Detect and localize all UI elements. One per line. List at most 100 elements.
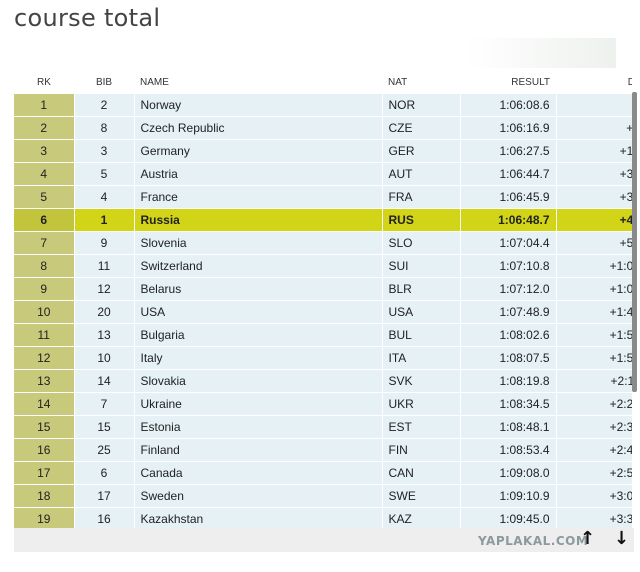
bib-cell: 20 bbox=[73, 300, 134, 324]
results-table: RK BIB NAME NAT RESULT DIFF 12NorwayNOR1… bbox=[14, 70, 632, 528]
result-cell: 1:06:44.7 bbox=[459, 162, 556, 186]
bib-cell: 7 bbox=[73, 392, 134, 416]
rank-cell: 14 bbox=[14, 392, 74, 416]
result-cell: 1:07:48.9 bbox=[459, 300, 556, 324]
team-name-cell: Austria bbox=[133, 162, 382, 186]
nation-cell: SVK bbox=[381, 369, 460, 393]
nation-cell: AUT bbox=[381, 162, 460, 186]
col-header-bib[interactable]: BIB bbox=[95, 76, 113, 88]
bib-cell: 5 bbox=[73, 162, 134, 186]
diff-cell: +2:44.8 bbox=[555, 438, 632, 462]
rank-cell: 5 bbox=[14, 185, 74, 209]
result-cell: 1:08:02.6 bbox=[459, 323, 556, 347]
bib-cell: 1 bbox=[73, 208, 134, 232]
team-name-cell: Kazakhstan bbox=[133, 507, 382, 528]
nation-cell: FRA bbox=[381, 185, 460, 209]
scrollbar[interactable] bbox=[632, 92, 637, 392]
nation-cell: EST bbox=[381, 415, 460, 439]
watermark-text: YAPLAKAL.COM bbox=[478, 534, 589, 548]
col-header-nat[interactable]: NAT bbox=[388, 76, 408, 88]
bib-cell: 14 bbox=[73, 369, 134, 393]
diff-cell: +36.1 bbox=[555, 162, 632, 186]
team-name-cell: USA bbox=[133, 300, 382, 324]
nation-cell: USA bbox=[381, 300, 460, 324]
nation-cell: SLO bbox=[381, 231, 460, 255]
rank-cell: 3 bbox=[14, 139, 74, 163]
nation-cell: KAZ bbox=[381, 507, 460, 528]
col-header-rk[interactable]: RK bbox=[37, 76, 51, 88]
col-header-result[interactable]: RESULT bbox=[511, 76, 550, 88]
result-cell: 1:06:48.7 bbox=[459, 208, 556, 232]
bib-cell: 8 bbox=[73, 116, 134, 140]
nation-cell: NOR bbox=[381, 94, 460, 117]
rank-cell: 2 bbox=[14, 116, 74, 140]
result-cell: 1:09:08.0 bbox=[459, 461, 556, 485]
nation-cell: GER bbox=[381, 139, 460, 163]
bib-cell: 25 bbox=[73, 438, 134, 462]
bib-cell: 17 bbox=[73, 484, 134, 508]
bib-cell: 16 bbox=[73, 507, 134, 528]
bib-cell: 9 bbox=[73, 231, 134, 255]
team-name-cell: Slovakia bbox=[133, 369, 382, 393]
team-name-cell: Germany bbox=[133, 139, 382, 163]
results-table-container[interactable]: RK BIB NAME NAT RESULT DIFF 12NorwayNOR1… bbox=[14, 70, 632, 528]
arrow-up-icon[interactable]: ↑ bbox=[580, 528, 596, 549]
nation-cell: SWE bbox=[381, 484, 460, 508]
page-title: course total bbox=[14, 4, 161, 32]
arrow-down-icon[interactable]: ↓ bbox=[614, 528, 630, 549]
result-cell: 1:09:10.9 bbox=[459, 484, 556, 508]
bib-cell: 3 bbox=[73, 139, 134, 163]
table-header-row: RK BIB NAME NAT RESULT DIFF bbox=[14, 70, 632, 94]
bib-cell: 11 bbox=[73, 254, 134, 278]
rank-cell: 11 bbox=[14, 323, 74, 347]
diff-cell: +1:03.4 bbox=[555, 277, 632, 301]
diff-cell: +40.1 bbox=[555, 208, 632, 232]
team-name-cell: Switzerland bbox=[133, 254, 382, 278]
diff-cell: +3:02.3 bbox=[555, 484, 632, 508]
rank-cell: 6 bbox=[14, 208, 74, 232]
result-cell: 1:06:27.5 bbox=[459, 139, 556, 163]
rank-cell: 18 bbox=[14, 484, 74, 508]
result-cell: 1:09:45.0 bbox=[459, 507, 556, 528]
diff-cell: +1:02.2 bbox=[555, 254, 632, 278]
diff-cell: +2:59.4 bbox=[555, 461, 632, 485]
result-cell: 1:08:34.5 bbox=[459, 392, 556, 416]
rank-cell: 16 bbox=[14, 438, 74, 462]
nation-cell: RUS bbox=[381, 208, 460, 232]
col-header-diff[interactable]: DIFF bbox=[627, 76, 632, 88]
bib-cell: 2 bbox=[73, 94, 134, 117]
diff-cell: +2:25.9 bbox=[555, 392, 632, 416]
diff-cell: +55.8 bbox=[555, 231, 632, 255]
col-header-name[interactable]: NAME bbox=[140, 76, 169, 88]
rank-cell: 7 bbox=[14, 231, 74, 255]
diff-cell: +1:40.3 bbox=[555, 300, 632, 324]
nation-cell: BUL bbox=[381, 323, 460, 347]
rank-cell: 15 bbox=[14, 415, 74, 439]
nation-cell: CAN bbox=[381, 461, 460, 485]
team-name-cell: Estonia bbox=[133, 415, 382, 439]
bib-cell: 10 bbox=[73, 346, 134, 370]
diff-cell: +2:39.5 bbox=[555, 415, 632, 439]
result-cell: 1:06:08.6 bbox=[459, 94, 556, 117]
result-cell: 1:07:04.4 bbox=[459, 231, 556, 255]
diff-cell: +1:58.9 bbox=[555, 346, 632, 370]
